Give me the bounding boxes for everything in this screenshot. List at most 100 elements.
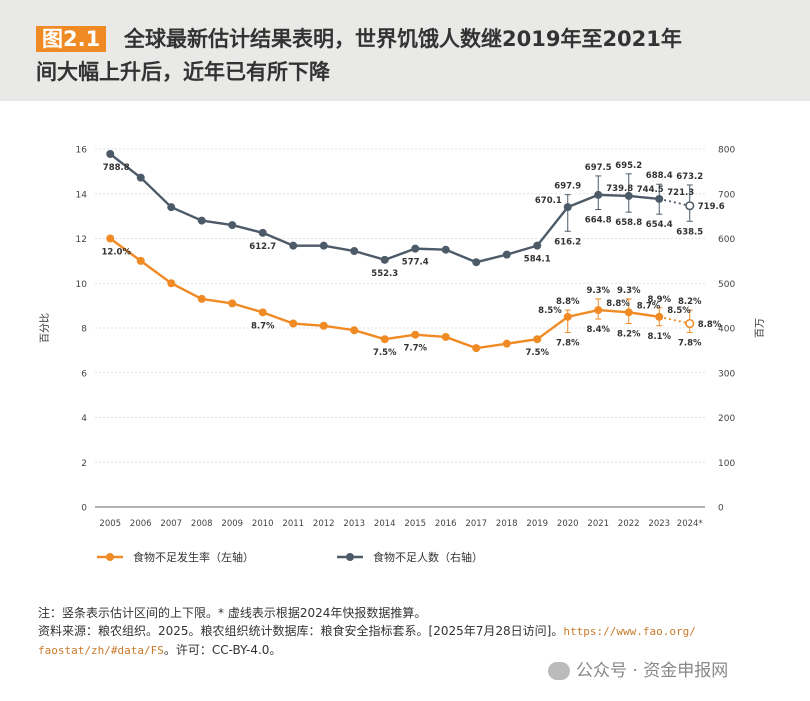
data-label: 7.8% [556, 338, 580, 348]
right-tick-label: 400 [718, 325, 735, 335]
right-tick-label: 700 [718, 190, 735, 200]
data-point [563, 203, 572, 212]
legend-marker-1 [346, 553, 354, 561]
data-label: 697.9 [554, 182, 581, 192]
data-label: 673.2 [676, 172, 703, 182]
data-label: 7.5% [525, 348, 549, 358]
data-point-projected [685, 318, 695, 329]
notes: 注：竖条表示估计区间的上下限。* 虚线表示根据2024年快报数据推算。 资料来源… [38, 604, 798, 660]
x-tick-label: 2024* [677, 519, 703, 529]
data-point [533, 241, 542, 250]
wechat-icon [548, 662, 570, 680]
data-label: 695.2 [615, 161, 642, 171]
source-link-part1[interactable]: https://www.fao.org/ [563, 625, 696, 638]
left-tick-label: 6 [81, 369, 87, 379]
data-point [441, 332, 450, 341]
license-text: 。许可：CC-BY-4.0。 [163, 643, 282, 657]
x-tick-label: 2006 [130, 519, 152, 529]
left-tick-label: 10 [76, 280, 88, 290]
left-tick-label: 2 [81, 459, 87, 469]
data-point [533, 335, 542, 344]
data-label: 697.5 [585, 163, 612, 173]
data-label: 670.1 [535, 196, 562, 206]
data-point [594, 306, 603, 315]
watermark-text: 公众号 · 资金申报网 [576, 661, 729, 681]
data-label: 8.7% [637, 301, 661, 311]
data-label: 8.8% [698, 320, 722, 330]
data-label: 8.1% [647, 332, 671, 342]
x-tick-label: 2015 [404, 519, 426, 529]
data-point [106, 150, 115, 159]
data-point [197, 216, 206, 225]
data-point [411, 244, 420, 253]
x-tick-label: 2017 [465, 519, 487, 529]
data-label: 8.5% [667, 306, 691, 316]
data-point [472, 344, 481, 353]
source-text: 资料来源：粮农组织。2025。粮农组织统计数据库：粮食安全指标套系。[2025年… [38, 624, 564, 638]
header-band: 图2.1 全球最新估计结果表明，世界饥饿人数继2019年至2021年 间大幅上升… [0, 0, 810, 101]
x-tick-label: 2023 [648, 519, 670, 529]
left-tick-label: 4 [81, 414, 87, 424]
data-point [258, 228, 267, 237]
data-label: 721.3 [667, 188, 694, 198]
data-point [380, 255, 389, 264]
legend-label-0: 食物不足发生率（左轴） [133, 550, 254, 564]
series-line-0 [109, 237, 660, 350]
data-point [655, 194, 664, 203]
data-point [655, 312, 664, 321]
data-label: 654.4 [646, 220, 673, 230]
data-label: 8.9% [647, 295, 671, 305]
data-point-projected [685, 201, 695, 211]
data-label: 8.7% [251, 321, 275, 331]
note-line: 注：竖条表示估计区间的上下限。* 虚线表示根据2024年快报数据推算。 [38, 606, 427, 620]
data-point [411, 330, 420, 339]
data-label: 8.2% [678, 297, 702, 307]
source-link-part2[interactable]: faostat/zh/#data/FS [38, 644, 164, 657]
chart-title-line1: 全球最新估计结果表明，世界饥饿人数继2019年至2021年 [124, 27, 682, 51]
data-point [228, 299, 237, 308]
data-point [350, 247, 359, 256]
left-tick-label: 0 [81, 504, 87, 514]
watermark: 公众号 · 资金申报网 [548, 656, 728, 681]
x-tick-label: 2018 [496, 519, 518, 529]
data-point [167, 203, 176, 212]
data-label: 8.8% [556, 297, 580, 307]
legend-marker-0 [106, 553, 114, 561]
data-label: 8.4% [586, 325, 610, 335]
data-label: 584.1 [524, 255, 551, 265]
data-label: 577.4 [402, 258, 429, 268]
x-tick-label: 2021 [587, 519, 609, 529]
data-point [319, 241, 328, 250]
data-label: 788.8 [103, 163, 130, 173]
data-label: 9.3% [617, 286, 641, 296]
data-label: 9.3% [586, 286, 610, 296]
source-line: 资料来源：粮农组织。2025。粮农组织统计数据库：粮食安全指标套系。[2025年… [38, 622, 798, 641]
data-label: 12.0% [102, 248, 132, 258]
data-point [624, 308, 633, 317]
x-tick-label: 2005 [99, 519, 121, 529]
data-point [380, 335, 389, 344]
data-point [136, 173, 145, 182]
data-label: 7.7% [403, 344, 427, 354]
x-tick-label: 2019 [526, 519, 548, 529]
x-tick-label: 2022 [618, 519, 640, 529]
data-label: 7.5% [373, 348, 397, 358]
data-point [502, 339, 511, 348]
data-label: 638.5 [676, 227, 703, 237]
right-tick-label: 200 [718, 414, 735, 424]
data-label: 8.2% [617, 330, 641, 340]
data-label: 7.8% [678, 338, 702, 348]
x-tick-label: 2009 [221, 519, 243, 529]
data-label: 8.8% [606, 299, 630, 309]
series-projection-1 [659, 198, 690, 207]
x-tick-label: 2020 [557, 519, 579, 529]
right-tick-label: 0 [718, 504, 724, 514]
left-axis-label: 百分比 [39, 313, 51, 343]
chart-area: 0 2 4 6 8 10 12 14 16 0 100 200 300 400 500 600 700 800 20… [0, 101, 810, 601]
data-point [106, 234, 115, 243]
line-chart: 0 2 4 6 8 10 12 14 16 0 100 200 300 400 500 600 700 800 20… [39, 146, 766, 565]
legend-label-1: 食物不足人数（右轴） [373, 550, 483, 564]
data-label: 688.4 [646, 171, 673, 181]
data-point [319, 321, 328, 330]
data-point [289, 319, 298, 328]
